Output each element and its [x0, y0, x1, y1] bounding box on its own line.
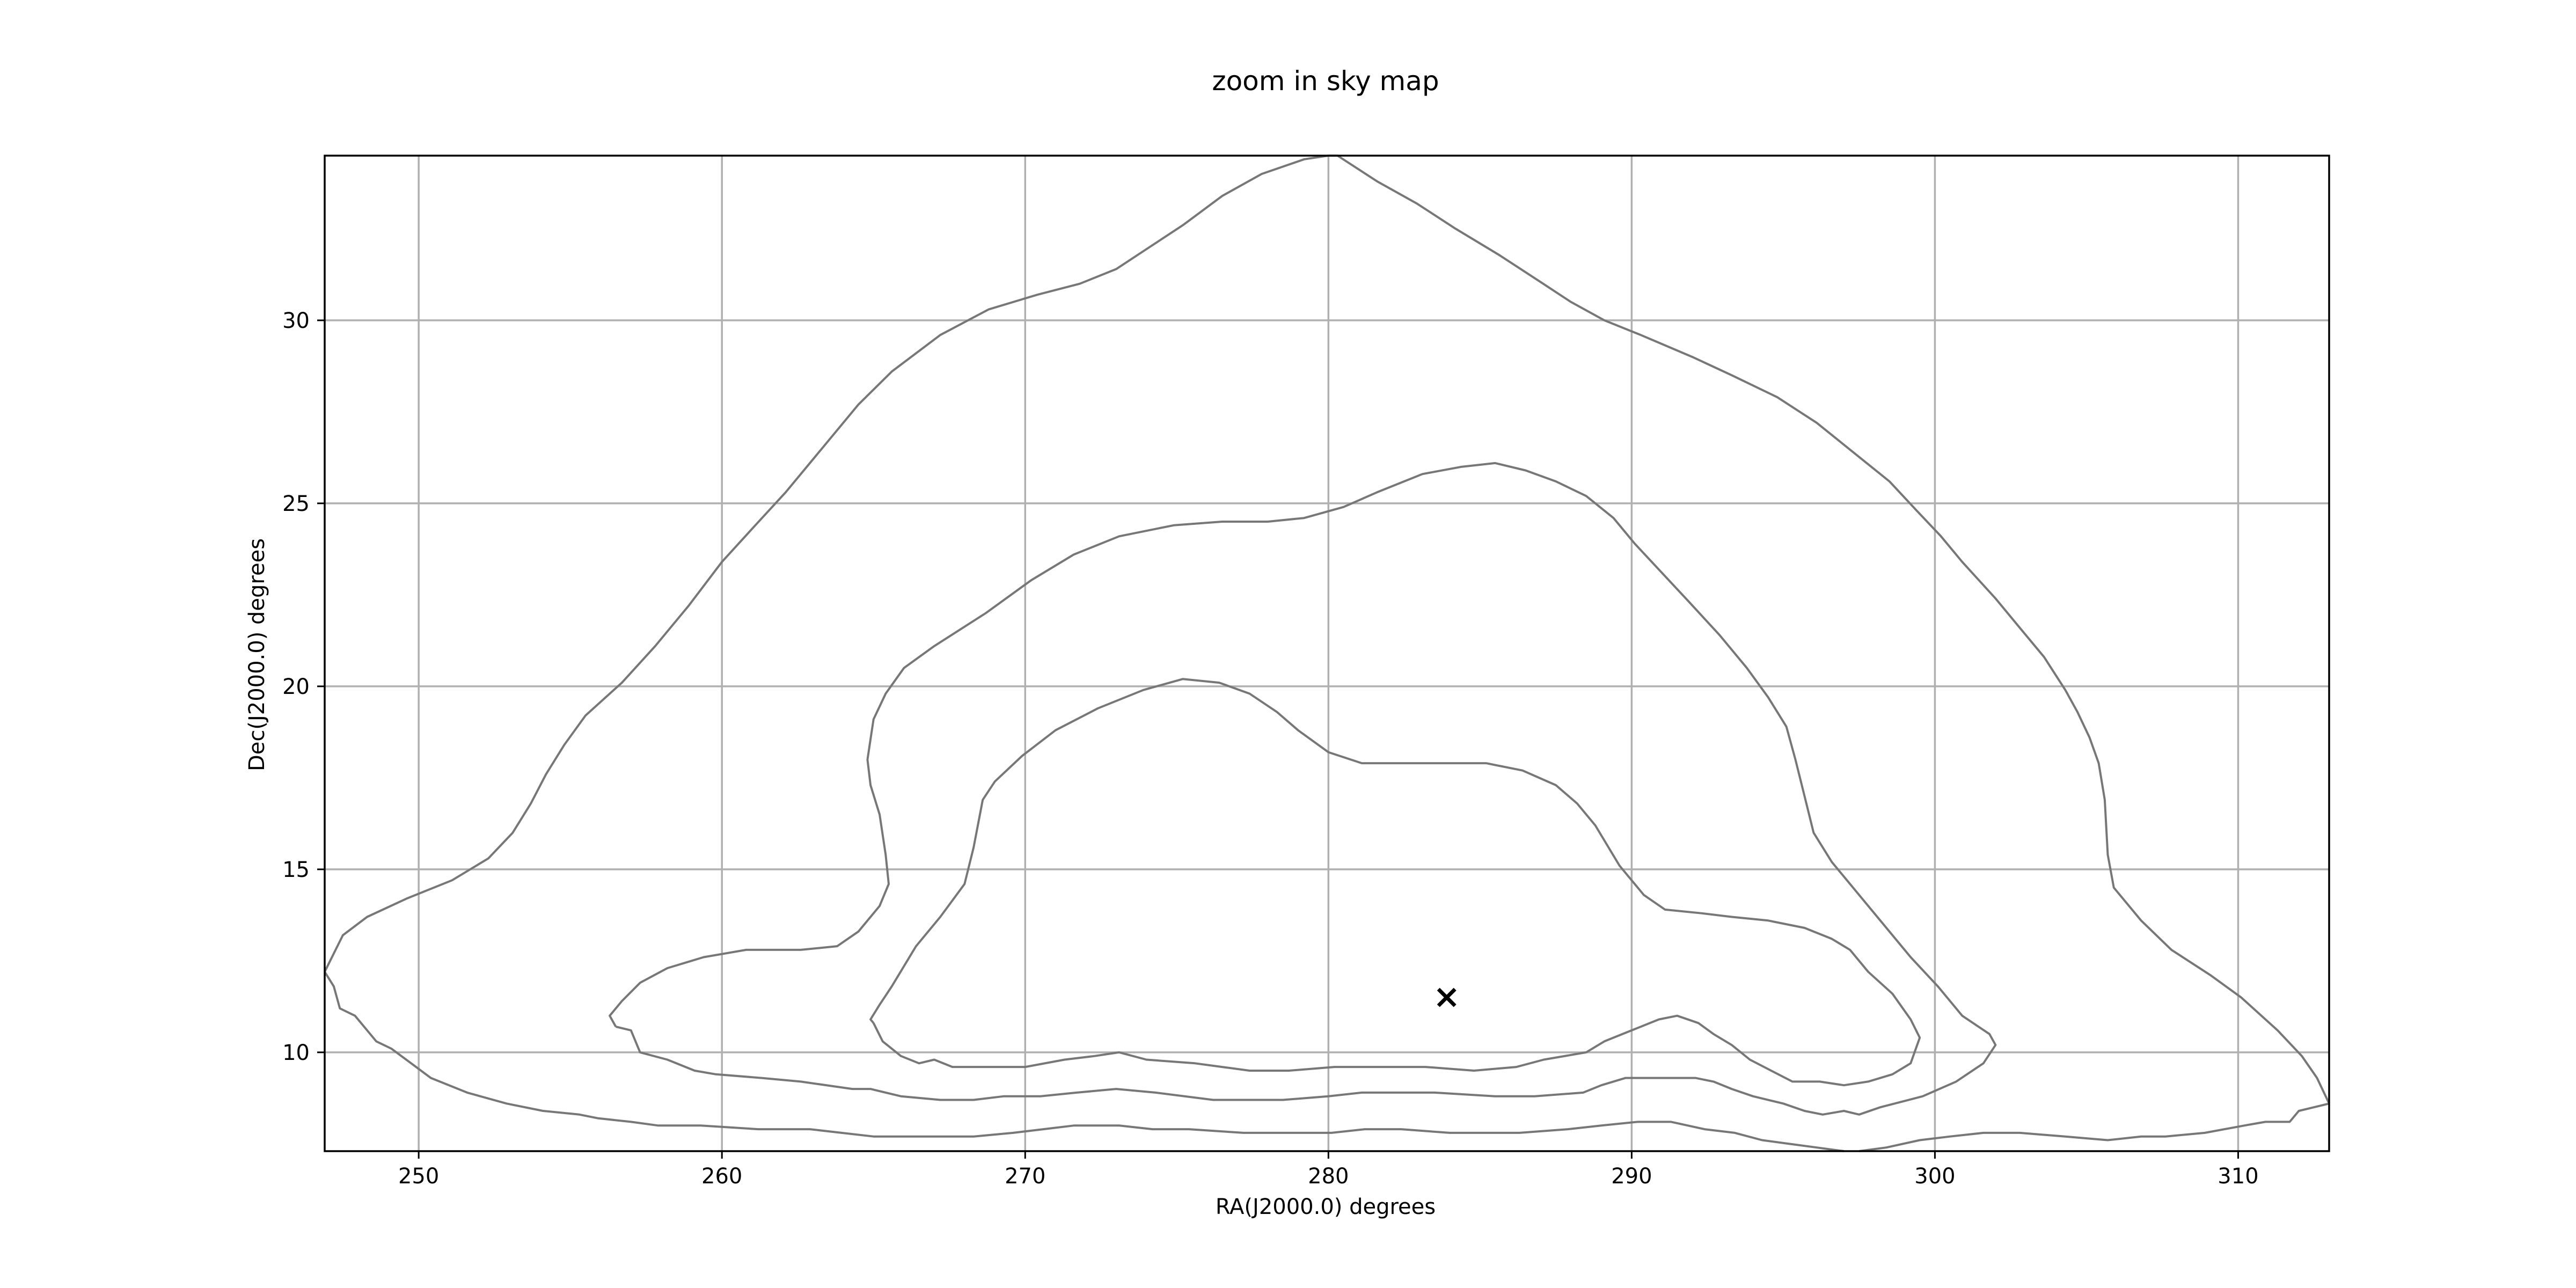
y-axis-ticks: 10 15 20 25 30: [282, 309, 325, 1065]
contour-line-3: [1328, 155, 2330, 1104]
marker-stroke: [1437, 987, 1457, 1007]
x-tick-label: 270: [1005, 1164, 1045, 1189]
grid: [325, 156, 2329, 1151]
x-tick-label: 300: [1914, 1164, 1955, 1189]
contour-line-2: [1858, 1102, 2330, 1152]
x-tick-label: 290: [1611, 1164, 1652, 1189]
y-tick-label: 15: [282, 858, 310, 882]
contour-line-1: [324, 971, 1845, 1152]
x-axis-ticks: 250 260 270 280 290 300 310: [398, 1151, 2259, 1189]
contour-line-6: [869, 678, 1921, 1087]
x-tick-label: 250: [398, 1164, 439, 1189]
y-tick-label: 20: [282, 675, 310, 699]
y-tick-label: 30: [282, 309, 310, 333]
chart-title: zoom in sky map: [1212, 65, 1439, 97]
x-axis-label: RA(J2000.0) degrees: [1216, 1195, 1436, 1219]
y-axis-label: Dec(J2000.0) degrees: [245, 538, 269, 771]
y-tick-label: 25: [282, 492, 310, 516]
x-tick-label: 280: [1308, 1164, 1349, 1189]
contour-line-4: [324, 155, 1329, 972]
source-marker: [1437, 987, 1457, 1007]
x-tick-label: 260: [701, 1164, 742, 1189]
y-tick-label: 10: [282, 1041, 310, 1065]
contour-lines: [324, 155, 2330, 1152]
x-tick-label: 310: [2218, 1164, 2258, 1189]
contour-line-5: [609, 462, 1997, 1116]
plot-frame: [324, 155, 2330, 1152]
